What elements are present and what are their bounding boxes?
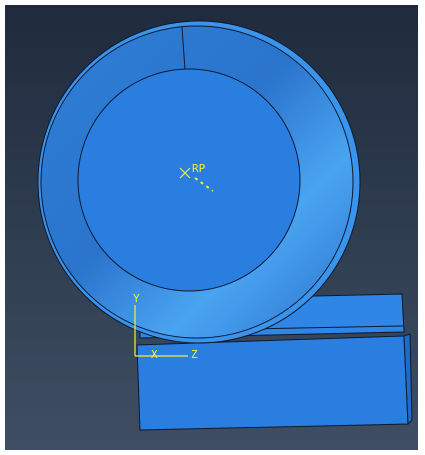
triad-x-label: X <box>151 348 158 361</box>
reference-point <box>179 167 214 192</box>
rp-label: RP <box>192 162 206 175</box>
wheel <box>37 20 361 344</box>
triad-z-label: Z <box>191 348 198 361</box>
triad-y-label: Y <box>133 292 140 305</box>
axis-triad <box>134 305 188 357</box>
wheel-face <box>77 68 301 292</box>
rp-cross <box>179 167 191 179</box>
wheel-seam <box>181 26 186 71</box>
block-front <box>136 335 409 431</box>
block-side <box>403 333 413 426</box>
